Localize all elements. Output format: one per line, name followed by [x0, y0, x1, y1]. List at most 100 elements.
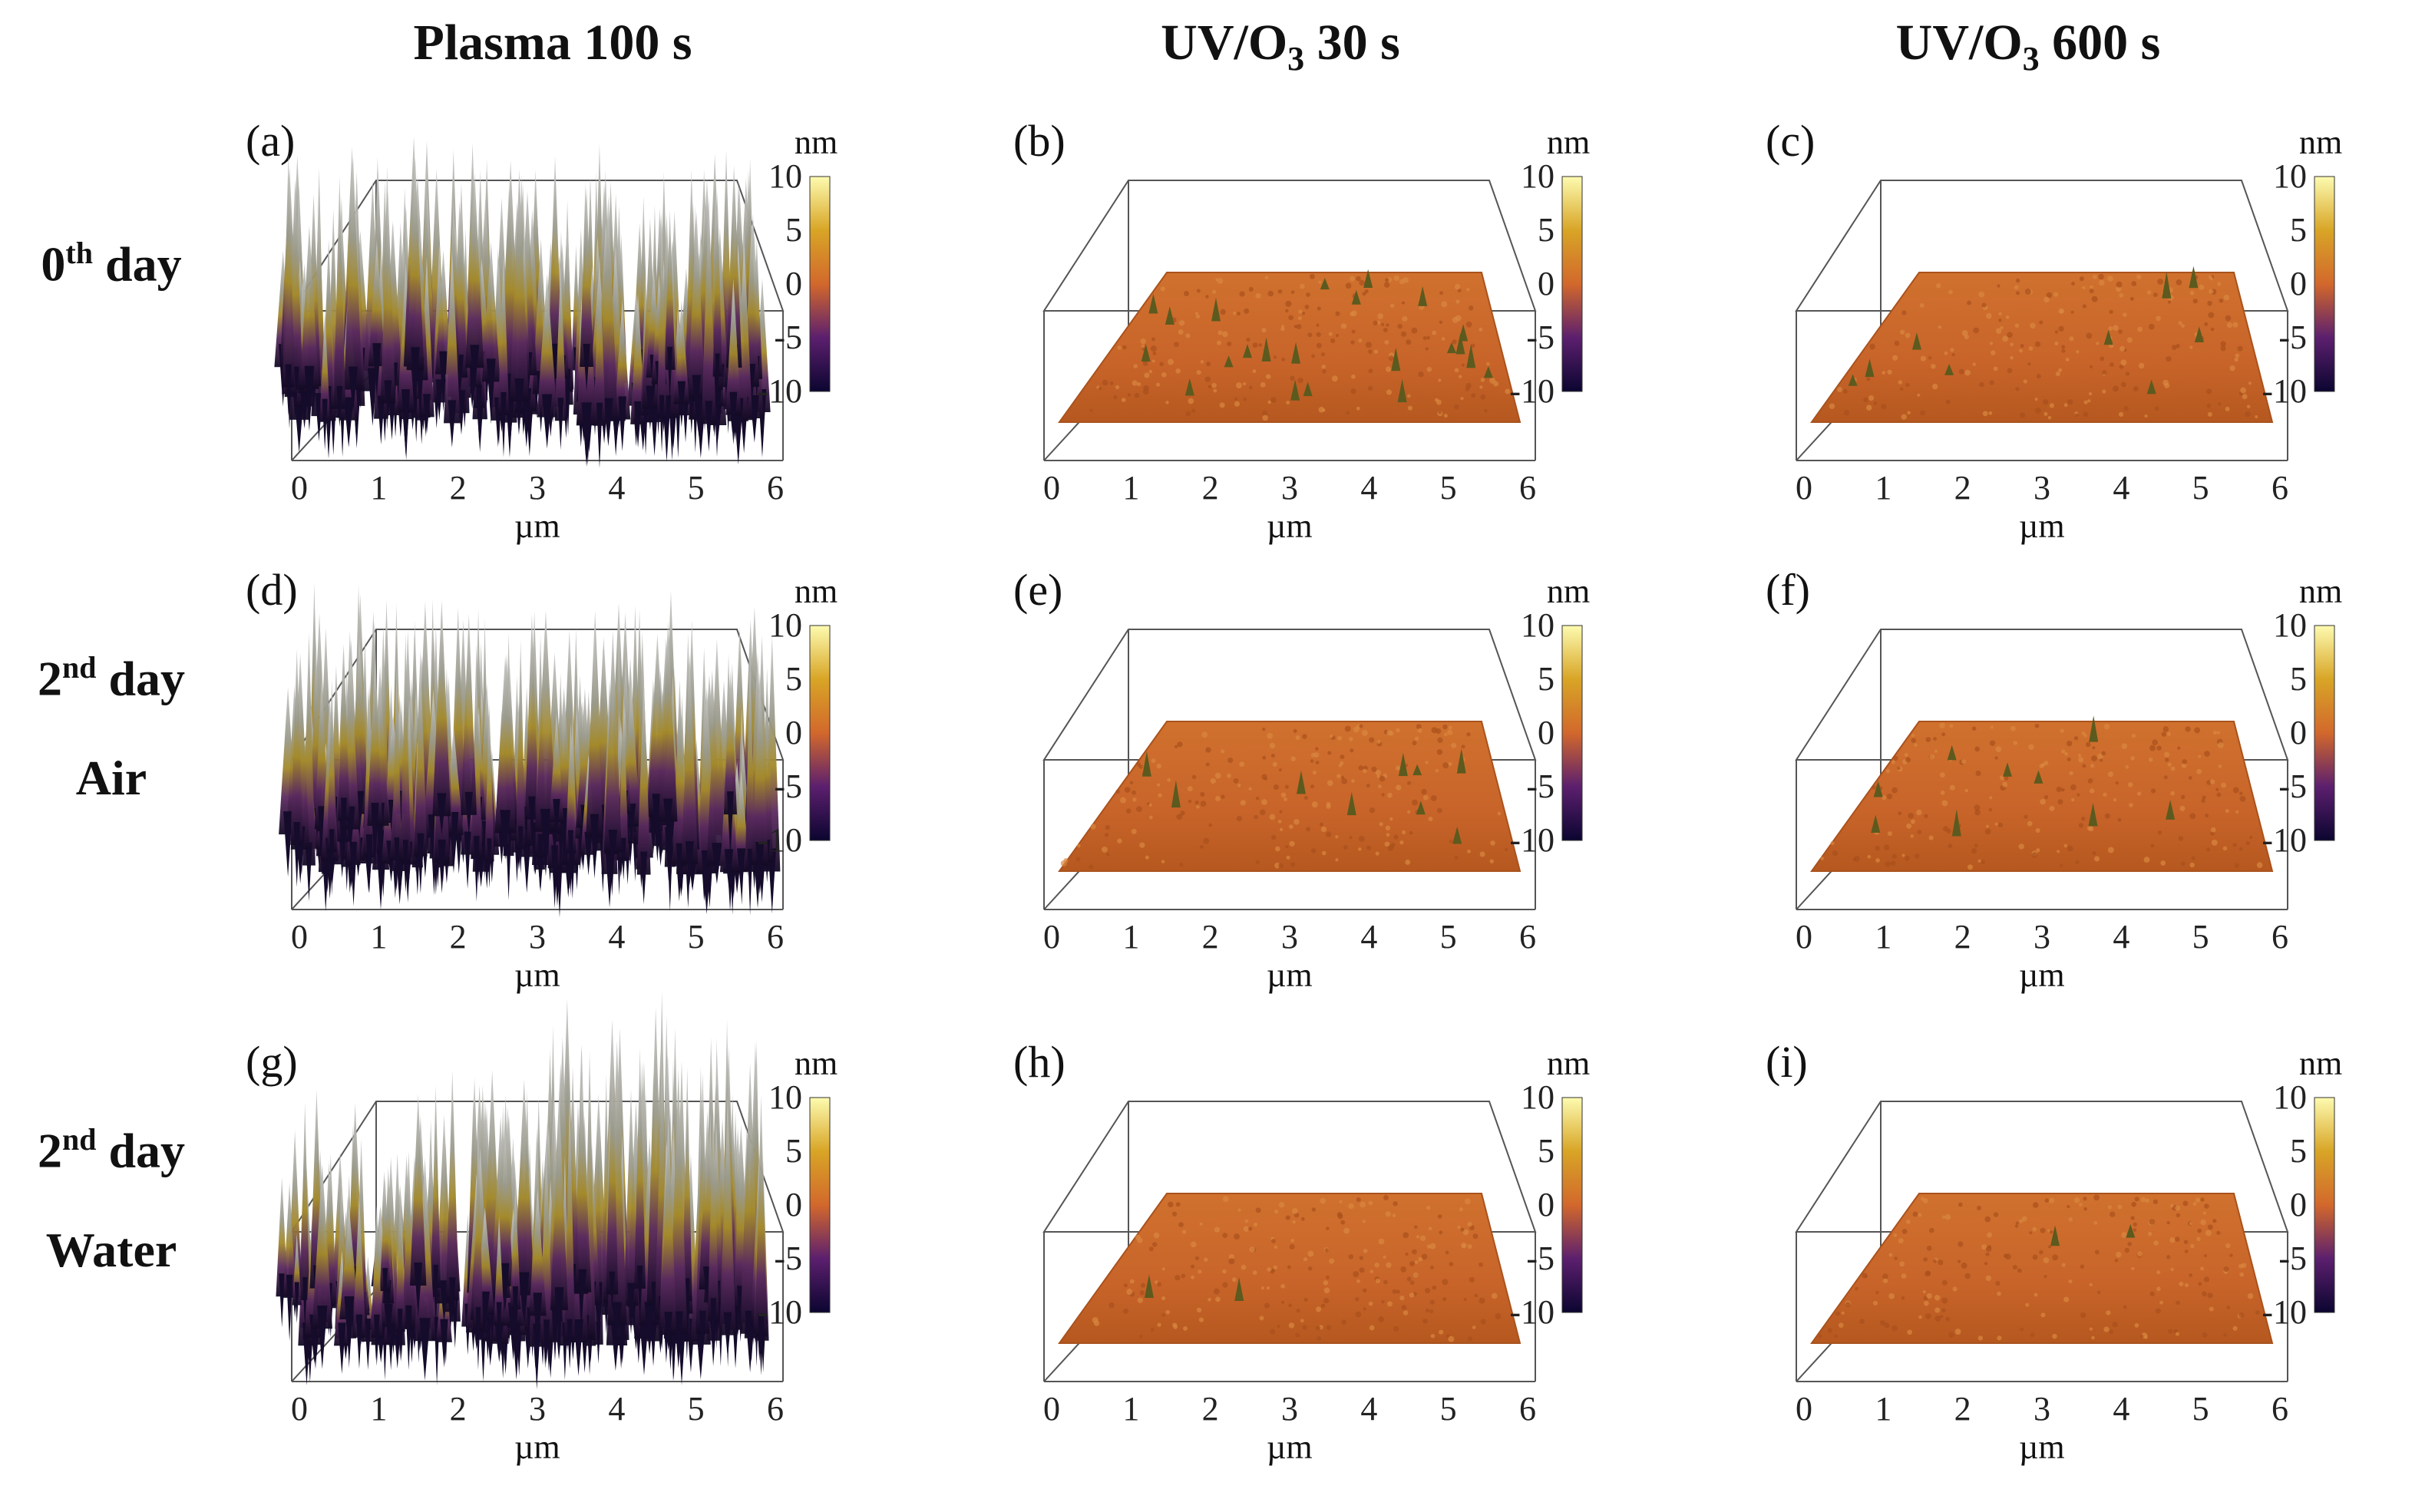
colorbar-tick-label: 5	[2290, 660, 2307, 698]
x-tick-label: 3	[1281, 918, 1298, 956]
colorbar-ticks: 10 5 0 -5 -10	[2262, 606, 2307, 859]
colorbar-tick-label: -5	[2278, 768, 2307, 805]
surface	[279, 583, 781, 918]
x-tick-label: 5	[688, 1390, 705, 1428]
x-tick-label: 6	[767, 1390, 784, 1428]
colorbar-tick-label: 5	[785, 211, 802, 249]
colorbar-tick-label: -10	[757, 1293, 802, 1331]
row-title-superscript: nd	[61, 1122, 97, 1157]
x-tick-label: 5	[2192, 1390, 2209, 1428]
x-tick-label: 4	[1360, 918, 1377, 956]
colorbar	[1561, 625, 1583, 841]
x-tick-label: 5	[1440, 918, 1457, 956]
x-axis-unit: µm	[2019, 507, 2065, 545]
colorbar-tick-label: 5	[1538, 1132, 1555, 1170]
panel-label: (i)	[1766, 1037, 1808, 1087]
x-axis-ticks: 0 1 2 3 4 5 6	[1796, 469, 2288, 507]
afm-3d-surface: 0 1 2 3 4 5 6 10 5 0 -5 -10	[1042, 1078, 1583, 1428]
surface	[1058, 1193, 1521, 1344]
x-tick-label: 0	[1796, 918, 1812, 956]
colorbar-tick-label: 10	[1521, 157, 1555, 195]
afm-panel-d: (d) 0 1 2 3 4 5 6 10 5 0 -5 -10 µm nm	[246, 564, 1013, 1040]
x-tick-label: 5	[688, 469, 705, 507]
row-title-line2: Water	[45, 1223, 177, 1278]
colorbar-ticks: 10 5 0 -5 -10	[757, 606, 802, 859]
x-axis-ticks: 0 1 2 3 4 5 6	[291, 1390, 784, 1428]
colorbar-tick-label: 5	[1538, 660, 1555, 698]
surface	[1810, 715, 2274, 872]
row-title-number: 0	[41, 236, 66, 292]
x-tick-label: 3	[529, 918, 546, 956]
x-tick-label: 0	[291, 469, 308, 507]
panel-label: (c)	[1766, 116, 1816, 166]
x-axis-ticks: 0 1 2 3 4 5 6	[291, 918, 784, 956]
x-tick-label: 6	[767, 918, 784, 956]
colorbar-tick-label: 5	[785, 660, 802, 698]
colorbar-tick-label: 10	[768, 1078, 802, 1116]
afm-3d-surface: 0 1 2 3 4 5 6 10 5 0 -5 -10	[1795, 606, 2335, 956]
colorbar-unit: nm	[1547, 573, 1591, 610]
colorbar-tick-label: 5	[2290, 1132, 2307, 1170]
row-title-day2-water: 2nd day Water	[0, 1090, 223, 1300]
colorbar-tick-label: -10	[2262, 1293, 2307, 1331]
x-axis-unit: µm	[1267, 1428, 1313, 1466]
afm-3d-surface: 0 1 2 3 4 5 6 10 5 0 -5 -10	[276, 990, 831, 1428]
colorbar-tick-label: 0	[785, 714, 802, 751]
row-title-word: day	[92, 236, 182, 292]
colorbar	[2314, 625, 2335, 841]
column-title-uvo3-600s: UV/O3 600 s	[1683, 14, 2374, 78]
x-tick-label: 6	[1519, 1390, 1536, 1428]
row-title-line2: Air	[75, 751, 147, 806]
column-title-text: Plasma 100 s	[413, 15, 692, 71]
x-tick-label: 2	[1202, 918, 1219, 956]
colorbar-tick-label: 0	[2290, 265, 2307, 302]
colorbar-unit: nm	[795, 573, 838, 610]
x-tick-label: 0	[1043, 918, 1060, 956]
column-title-suffix: 30 s	[1304, 15, 1400, 71]
x-axis-unit: µm	[2019, 1428, 2065, 1466]
afm-panel-g: (g) 0 1 2 3 4 5 6 10 5 0 -5 -10 µm nm	[246, 990, 1013, 1512]
colorbar-tick-label: -5	[774, 768, 802, 805]
colorbar-tick-label: 0	[1538, 265, 1555, 302]
afm-3d-surface: 0 1 2 3 4 5 6 10 5 0 -5 -10	[279, 583, 831, 956]
afm-panel-a: (a) 0 1 2 3 4 5 6 10 5 0 -5 -10 µm nm	[246, 115, 1013, 591]
surface	[276, 990, 769, 1390]
x-tick-label: 3	[1281, 1390, 1298, 1428]
x-axis-unit: µm	[514, 1428, 560, 1466]
colorbar-tick-label: 0	[1538, 714, 1555, 751]
x-tick-label: 6	[1519, 469, 1536, 507]
x-axis-ticks: 0 1 2 3 4 5 6	[1796, 1390, 2288, 1428]
colorbar-unit: nm	[2299, 573, 2343, 610]
colorbar-tick-label: -10	[757, 821, 802, 859]
colorbar-tick-label: -5	[2278, 319, 2307, 356]
x-tick-label: 0	[1043, 469, 1060, 507]
x-tick-label: 4	[1360, 469, 1377, 507]
colorbar-tick-label: 10	[2273, 1078, 2307, 1116]
x-tick-label: 6	[2271, 469, 2288, 507]
x-tick-label: 3	[1281, 469, 1298, 507]
panel-label: (g)	[246, 1037, 298, 1087]
x-tick-label: 4	[2113, 469, 2129, 507]
colorbar-ticks: 10 5 0 -5 -10	[757, 1078, 802, 1331]
x-tick-label: 4	[2113, 918, 2129, 956]
colorbar-tick-label: -5	[2278, 1240, 2307, 1277]
surface	[1058, 269, 1521, 423]
colorbar-ticks: 10 5 0 -5 -10	[757, 157, 802, 410]
panel-label: (f)	[1766, 565, 1810, 615]
colorbar-ticks: 10 5 0 -5 -10	[2262, 157, 2307, 410]
colorbar-tick-label: 0	[1538, 1186, 1555, 1223]
x-tick-label: 1	[370, 469, 387, 507]
x-tick-label: 5	[688, 918, 705, 956]
x-tick-label: 4	[1360, 1390, 1377, 1428]
x-axis-unit: µm	[514, 507, 560, 545]
x-tick-label: 2	[450, 469, 467, 507]
colorbar-tick-label: 10	[768, 606, 802, 644]
x-tick-label: 2	[1954, 469, 1971, 507]
colorbar	[1561, 1097, 1583, 1313]
panel-label: (b)	[1013, 116, 1066, 166]
x-tick-label: 5	[2192, 469, 2209, 507]
x-axis-ticks: 0 1 2 3 4 5 6	[1043, 1390, 1536, 1428]
colorbar-unit: nm	[2299, 1045, 2343, 1082]
x-tick-label: 0	[291, 918, 308, 956]
colorbar-tick-label: 10	[1521, 606, 1555, 644]
